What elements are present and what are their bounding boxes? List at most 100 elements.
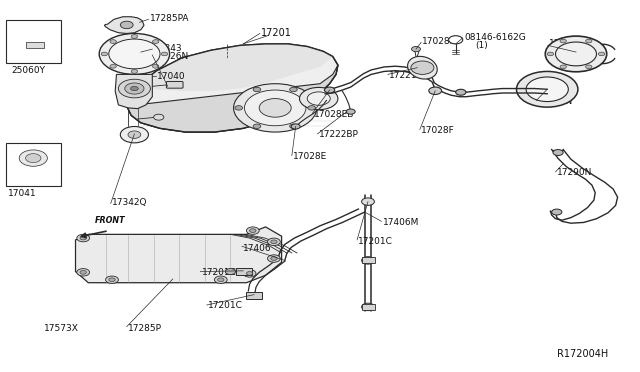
Circle shape	[598, 52, 605, 56]
Circle shape	[362, 198, 374, 205]
Text: 17040: 17040	[157, 72, 186, 81]
Circle shape	[118, 79, 150, 98]
Text: 17342Q: 17342Q	[112, 198, 147, 207]
Text: 17406: 17406	[243, 244, 272, 253]
Circle shape	[556, 42, 596, 66]
Circle shape	[456, 89, 466, 95]
Text: 17201: 17201	[261, 28, 292, 38]
Polygon shape	[104, 17, 144, 33]
Polygon shape	[115, 74, 152, 109]
Circle shape	[526, 77, 568, 102]
Text: B: B	[453, 37, 458, 43]
Circle shape	[235, 106, 243, 110]
Circle shape	[161, 52, 168, 56]
Circle shape	[545, 36, 607, 72]
Circle shape	[547, 52, 554, 56]
Circle shape	[218, 278, 224, 282]
Text: R172004H: R172004H	[557, 349, 608, 359]
Circle shape	[152, 40, 159, 44]
Circle shape	[109, 39, 160, 69]
Polygon shape	[127, 44, 338, 132]
Circle shape	[110, 64, 116, 68]
Circle shape	[300, 87, 338, 110]
Bar	[362, 304, 375, 310]
Circle shape	[429, 87, 442, 94]
Circle shape	[80, 270, 86, 274]
Circle shape	[109, 278, 115, 282]
Bar	[236, 268, 252, 275]
Circle shape	[253, 87, 261, 92]
Circle shape	[250, 229, 256, 232]
Text: 17251: 17251	[549, 39, 578, 48]
Circle shape	[131, 70, 138, 73]
Circle shape	[553, 150, 563, 155]
Circle shape	[152, 64, 159, 68]
Text: 17028F: 17028F	[422, 37, 456, 46]
Ellipse shape	[408, 56, 437, 79]
Text: 17201C: 17201C	[358, 237, 393, 246]
Circle shape	[307, 92, 330, 105]
Text: 17201C: 17201C	[202, 268, 236, 277]
Circle shape	[26, 154, 41, 163]
Text: 17201C: 17201C	[208, 301, 243, 310]
Circle shape	[77, 269, 90, 276]
Circle shape	[271, 240, 277, 244]
Circle shape	[120, 126, 148, 143]
Bar	[246, 292, 262, 299]
Text: 17028EB: 17028EB	[314, 110, 354, 119]
Circle shape	[131, 86, 138, 91]
Circle shape	[362, 257, 374, 264]
Circle shape	[77, 234, 90, 242]
Circle shape	[259, 99, 291, 117]
Text: FRONT: FRONT	[95, 216, 125, 225]
Bar	[26, 42, 44, 48]
Circle shape	[99, 33, 170, 74]
Text: 17222BP: 17222BP	[319, 130, 358, 139]
Circle shape	[412, 46, 420, 52]
Circle shape	[560, 65, 566, 69]
Circle shape	[268, 255, 280, 262]
Circle shape	[120, 21, 133, 29]
Circle shape	[586, 39, 592, 43]
Text: 17573X: 17573X	[44, 324, 78, 333]
Circle shape	[154, 114, 164, 120]
Circle shape	[128, 131, 141, 138]
Circle shape	[560, 39, 566, 43]
Circle shape	[125, 83, 144, 94]
Circle shape	[19, 150, 47, 166]
Circle shape	[253, 124, 261, 128]
Circle shape	[411, 61, 434, 74]
Circle shape	[234, 84, 317, 132]
Polygon shape	[134, 44, 333, 91]
Circle shape	[131, 35, 138, 38]
Text: 17343: 17343	[154, 44, 182, 53]
Circle shape	[308, 106, 316, 110]
Text: 17285P: 17285P	[128, 324, 162, 333]
Circle shape	[268, 238, 280, 246]
Circle shape	[244, 90, 306, 126]
Circle shape	[290, 124, 297, 128]
Text: 17285PA: 17285PA	[150, 14, 190, 23]
Circle shape	[246, 272, 253, 275]
Text: 17225N: 17225N	[538, 97, 573, 106]
Circle shape	[271, 257, 277, 260]
Text: 17290N: 17290N	[557, 169, 592, 177]
Circle shape	[214, 276, 227, 283]
Circle shape	[516, 71, 578, 107]
Circle shape	[290, 87, 297, 92]
Circle shape	[225, 269, 236, 275]
Text: 17028F: 17028F	[421, 126, 455, 135]
Bar	[362, 257, 375, 263]
Circle shape	[101, 52, 108, 56]
Text: 08146-6162G: 08146-6162G	[465, 33, 526, 42]
Bar	[6, 20, 61, 63]
Circle shape	[80, 236, 86, 240]
Text: 25060Y: 25060Y	[12, 66, 45, 75]
Circle shape	[110, 40, 116, 44]
Text: 17028E: 17028E	[293, 152, 328, 161]
Circle shape	[291, 124, 300, 129]
Circle shape	[449, 36, 463, 44]
Text: 17221P: 17221P	[389, 71, 423, 80]
Polygon shape	[127, 65, 338, 132]
Circle shape	[362, 303, 374, 311]
